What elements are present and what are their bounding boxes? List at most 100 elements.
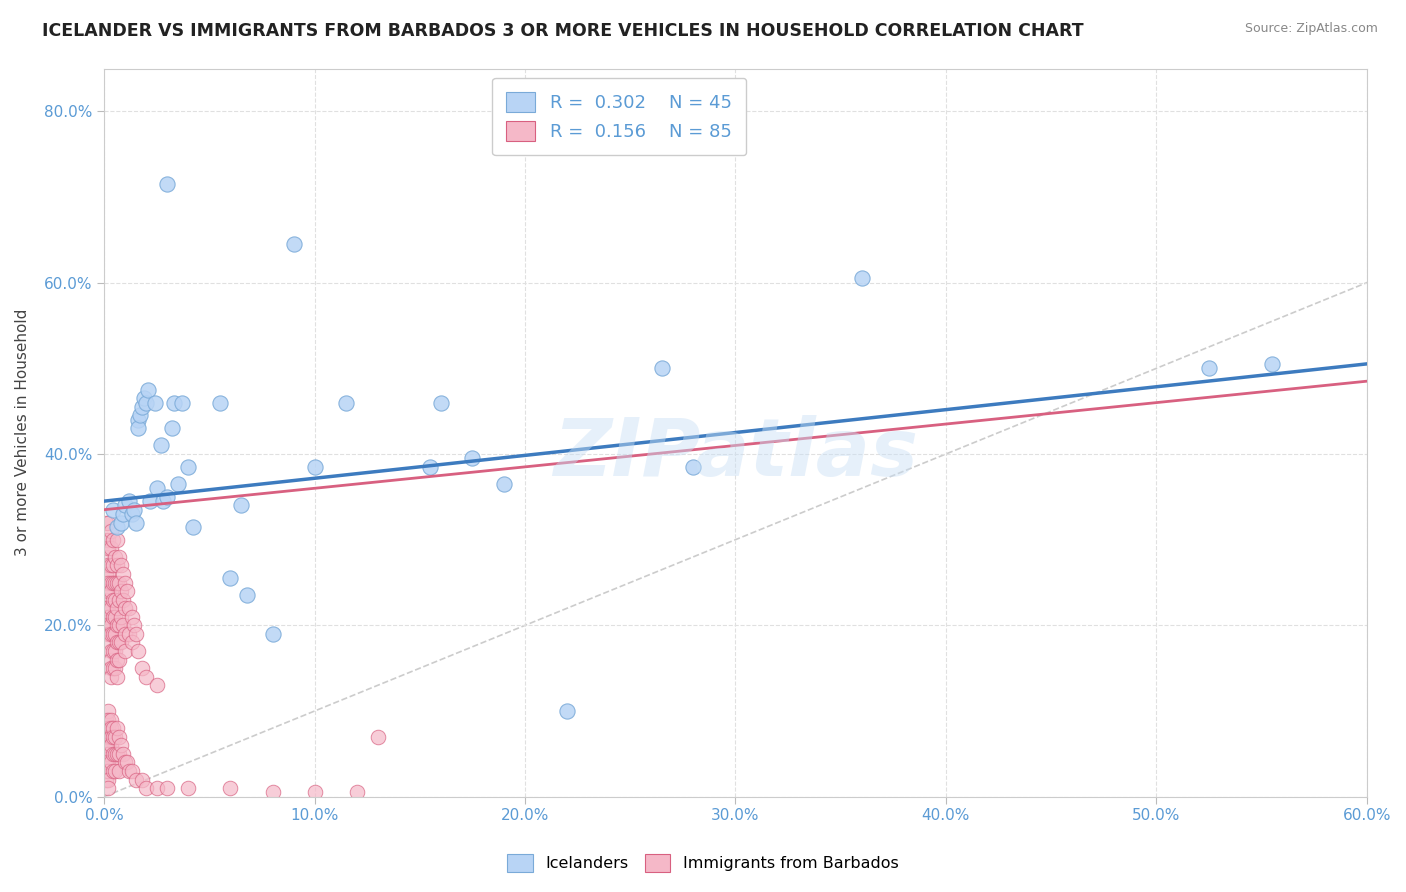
Point bbox=[97, 772, 120, 787]
Point bbox=[117, 584, 139, 599]
Point bbox=[114, 644, 136, 658]
Point bbox=[335, 395, 357, 409]
Point bbox=[304, 785, 326, 799]
Point bbox=[104, 747, 127, 761]
Point bbox=[118, 764, 141, 778]
Point bbox=[114, 756, 136, 770]
Point bbox=[96, 549, 118, 564]
Text: ICELANDER VS IMMIGRANTS FROM BARBADOS 3 OR MORE VEHICLES IN HOUSEHOLD CORRELATIO: ICELANDER VS IMMIGRANTS FROM BARBADOS 3 … bbox=[42, 22, 1084, 40]
Point bbox=[96, 601, 118, 615]
Point bbox=[108, 575, 131, 590]
Point bbox=[105, 601, 128, 615]
Point bbox=[135, 781, 157, 796]
Point bbox=[101, 609, 124, 624]
Point bbox=[97, 601, 120, 615]
Point bbox=[96, 618, 118, 632]
Point bbox=[101, 730, 124, 744]
Point bbox=[105, 575, 128, 590]
Point bbox=[262, 627, 284, 641]
Point bbox=[346, 785, 368, 799]
Point bbox=[108, 747, 131, 761]
Point bbox=[112, 747, 135, 761]
Point bbox=[101, 747, 124, 761]
Point bbox=[108, 730, 131, 744]
Point bbox=[114, 499, 136, 513]
Point bbox=[229, 499, 252, 513]
Point bbox=[121, 609, 143, 624]
Point bbox=[101, 764, 124, 778]
Point bbox=[105, 635, 128, 649]
Point bbox=[152, 494, 174, 508]
Point bbox=[492, 477, 515, 491]
Point bbox=[96, 516, 118, 530]
Text: ZIPatlas: ZIPatlas bbox=[553, 416, 918, 493]
Point bbox=[122, 502, 145, 516]
Point bbox=[97, 558, 120, 573]
Point bbox=[117, 756, 139, 770]
Point bbox=[143, 395, 166, 409]
Point bbox=[110, 558, 132, 573]
Point bbox=[97, 730, 120, 744]
Point bbox=[100, 661, 122, 675]
Point bbox=[555, 704, 578, 718]
Point bbox=[97, 739, 120, 753]
Point bbox=[419, 459, 441, 474]
Point bbox=[97, 781, 120, 796]
Point bbox=[125, 627, 148, 641]
Point bbox=[97, 721, 120, 735]
Point bbox=[1261, 357, 1284, 371]
Point bbox=[135, 670, 157, 684]
Point bbox=[97, 747, 120, 761]
Point bbox=[104, 661, 127, 675]
Point bbox=[101, 627, 124, 641]
Point bbox=[97, 627, 120, 641]
Point bbox=[100, 601, 122, 615]
Point bbox=[104, 764, 127, 778]
Point bbox=[125, 516, 148, 530]
Point bbox=[367, 730, 389, 744]
Point bbox=[110, 516, 132, 530]
Point bbox=[97, 764, 120, 778]
Point bbox=[100, 756, 122, 770]
Point bbox=[108, 635, 131, 649]
Point bbox=[101, 592, 124, 607]
Point bbox=[97, 609, 120, 624]
Point bbox=[100, 713, 122, 727]
Point bbox=[146, 781, 169, 796]
Point bbox=[96, 739, 118, 753]
Point bbox=[100, 558, 122, 573]
Point bbox=[127, 413, 149, 427]
Point bbox=[105, 618, 128, 632]
Point bbox=[105, 533, 128, 547]
Point bbox=[96, 756, 118, 770]
Point bbox=[97, 584, 120, 599]
Point bbox=[96, 533, 118, 547]
Point bbox=[104, 549, 127, 564]
Point bbox=[146, 678, 169, 692]
Point bbox=[97, 713, 120, 727]
Point bbox=[219, 781, 242, 796]
Point bbox=[100, 524, 122, 538]
Point bbox=[100, 541, 122, 556]
Point bbox=[108, 618, 131, 632]
Point bbox=[105, 652, 128, 666]
Point bbox=[304, 459, 326, 474]
Point bbox=[96, 592, 118, 607]
Point bbox=[97, 566, 120, 581]
Point bbox=[104, 592, 127, 607]
Point bbox=[146, 481, 169, 495]
Point bbox=[108, 764, 131, 778]
Point bbox=[262, 785, 284, 799]
Point bbox=[114, 627, 136, 641]
Point bbox=[97, 635, 120, 649]
Point bbox=[97, 541, 120, 556]
Point bbox=[97, 618, 120, 632]
Legend: Icelanders, Immigrants from Barbados: Icelanders, Immigrants from Barbados bbox=[499, 847, 907, 880]
Point bbox=[127, 421, 149, 435]
Point bbox=[101, 661, 124, 675]
Point bbox=[121, 764, 143, 778]
Point bbox=[851, 271, 873, 285]
Point bbox=[112, 566, 135, 581]
Point bbox=[150, 438, 173, 452]
Point bbox=[96, 730, 118, 744]
